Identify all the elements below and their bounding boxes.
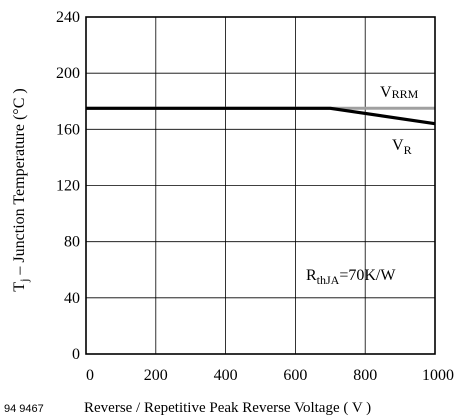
y-tick-label: 160: [56, 121, 80, 138]
figure-code: 94 9467: [4, 403, 44, 415]
x-tick-label: 800: [353, 367, 377, 384]
y-axis-label: Tj – Junction Temperature (°C ): [11, 88, 31, 291]
series-label-vr: VR: [392, 137, 412, 157]
series-label-vrrm-main: V: [380, 84, 392, 101]
grid: [86, 17, 435, 354]
rthja-main: R: [306, 267, 317, 284]
series-label-vrrm-sub: RRM: [392, 87, 419, 101]
x-tick-label: 0: [86, 367, 94, 384]
series-label-vr-main: V: [392, 137, 404, 154]
y-tick-label: 200: [56, 65, 80, 82]
rthja-sub: thJA: [317, 273, 340, 287]
series-label-vrrm: VRRM: [380, 84, 419, 101]
y-axis-label-suffix: – Junction Temperature (°C ): [11, 88, 28, 278]
series-group: [86, 106, 436, 126]
y-axis-label-prefix: T: [11, 282, 28, 292]
y-axis-label-sub: j: [17, 279, 31, 283]
y-tick-labels: 0 40 80 120 160 200 240: [56, 9, 80, 363]
y-tick-label: 120: [56, 178, 80, 195]
y-tick-label: 0: [72, 346, 80, 363]
y-tick-label: 240: [56, 9, 80, 26]
y-tick-label: 40: [64, 290, 80, 307]
x-tick-label: 200: [144, 367, 168, 384]
series-label-vr-sub: R: [404, 143, 412, 157]
x-tick-label: 600: [283, 367, 307, 384]
x-tick-label: 400: [214, 367, 238, 384]
x-axis-label: Reverse / Repetitive Peak Reverse Voltag…: [84, 400, 371, 416]
plot-frame: [85, 16, 436, 355]
x-tick-label: 1000: [422, 367, 454, 384]
rthja-rest: =70K/W: [339, 267, 396, 284]
x-tick-labels: 0 200 400 600 800 1000: [86, 367, 454, 384]
series-line-vr: [86, 106, 436, 126]
y-tick-label: 80: [64, 234, 80, 251]
rthja-annotation: RthJA=70K/W: [306, 267, 396, 287]
